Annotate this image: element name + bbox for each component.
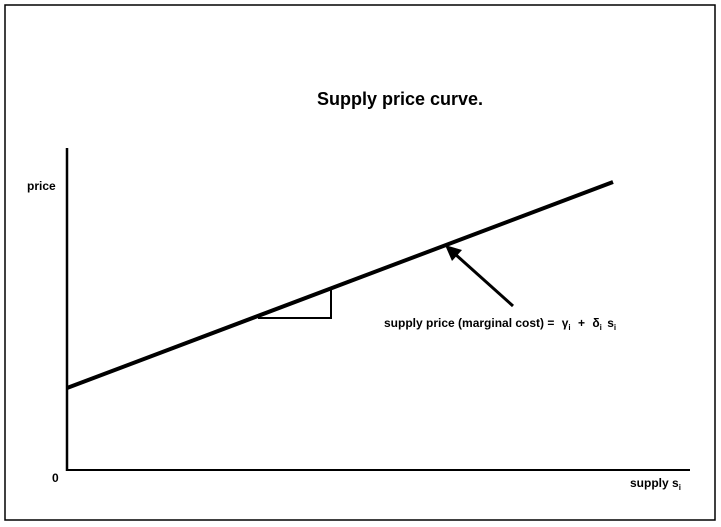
x-label-sub: i — [679, 483, 681, 492]
term1-symbol: γ — [562, 316, 569, 330]
arrow-shaft — [453, 252, 515, 308]
arrow-head — [445, 245, 462, 261]
term3-symbol: s — [607, 316, 614, 330]
term2-sub: i — [600, 323, 602, 332]
supply-curve — [66, 180, 614, 390]
title: Supply price curve. — [317, 89, 483, 109]
x-label-symbol: s — [672, 476, 679, 490]
x-axis-label: supply si — [630, 476, 681, 492]
term3-sub: i — [614, 323, 616, 332]
x-label-text: supply — [630, 476, 669, 490]
operator: + — [578, 316, 585, 330]
origin-label: 0 — [52, 471, 59, 485]
slope-triangle — [258, 289, 332, 319]
term1-sub: i — [568, 323, 570, 332]
annotation-text: supply price (marginal cost) = — [384, 316, 554, 330]
term2-symbol: δ — [592, 316, 599, 330]
y-axis-label: price — [27, 179, 56, 193]
frame — [4, 4, 716, 521]
annotation: supply price (marginal cost) = γi + δi s… — [384, 316, 616, 333]
